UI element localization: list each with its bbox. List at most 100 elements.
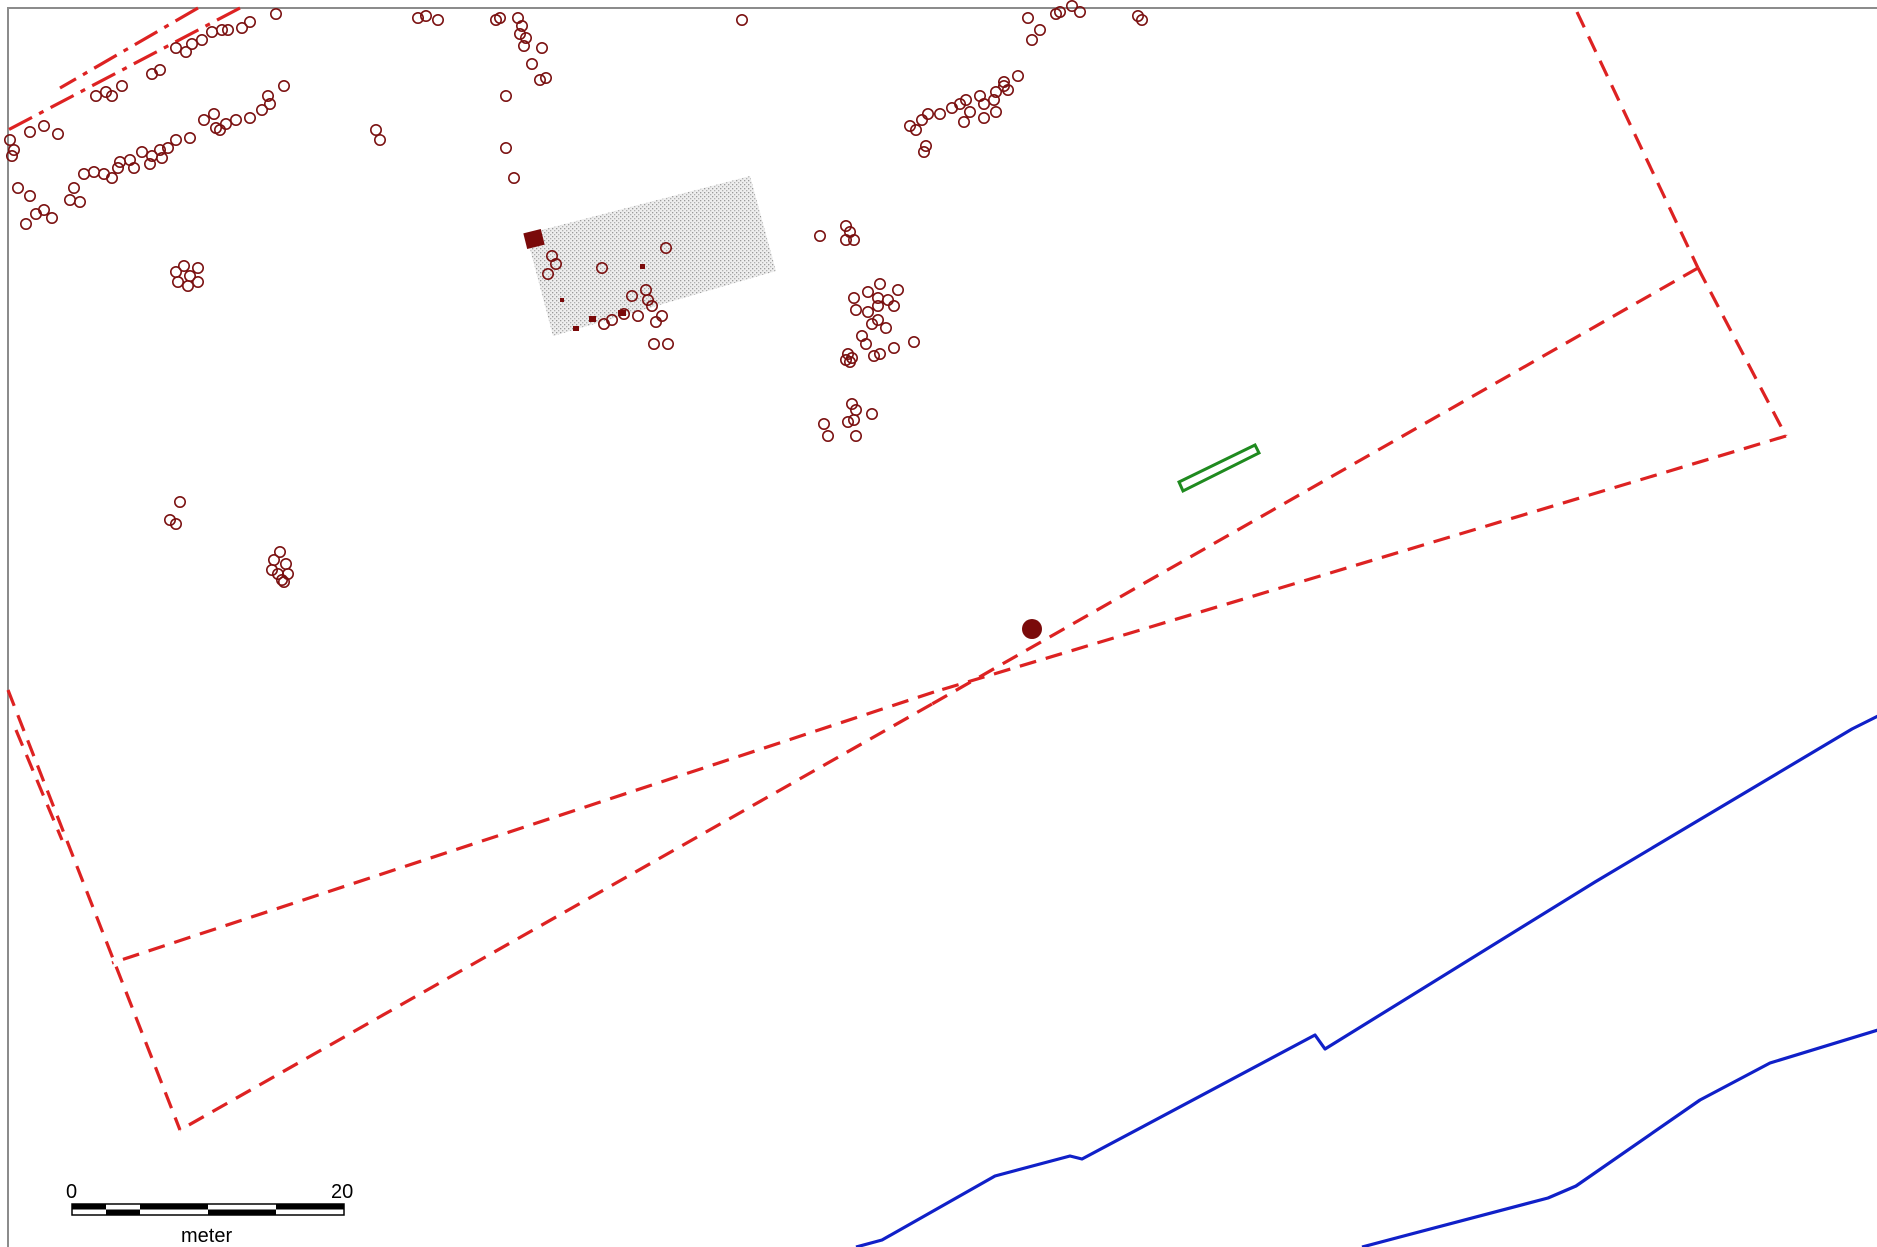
posthole [196, 33, 209, 46]
posthole [1132, 10, 1145, 22]
posthole [128, 162, 141, 175]
posthole [78, 168, 91, 181]
scale-unit-label: meter [181, 1225, 232, 1247]
posthole [963, 106, 976, 119]
posthole [51, 128, 64, 141]
boundary-wedge-long-b [179, 702, 933, 1132]
posthole [865, 317, 878, 330]
posthole [170, 517, 183, 530]
posthole [735, 14, 748, 26]
posthole [244, 112, 257, 125]
posthole [263, 98, 276, 111]
posthole [174, 495, 187, 508]
posthole [184, 132, 197, 145]
posthole [813, 230, 826, 243]
scale-segment [106, 1209, 140, 1215]
posthole [845, 351, 858, 364]
posthole [162, 142, 175, 155]
posthole [19, 218, 32, 231]
posthole [493, 12, 506, 24]
scale-segment [276, 1204, 344, 1210]
posthole [114, 156, 127, 169]
posthole [881, 293, 894, 306]
posthole [208, 108, 221, 121]
posthole [977, 112, 990, 125]
posthole [841, 347, 854, 360]
posthole [186, 37, 199, 50]
posthole [859, 337, 872, 350]
feature-block [640, 264, 645, 269]
posthole [641, 293, 654, 306]
posthole [74, 196, 87, 209]
old-boundary-line-2 [59, 6, 199, 90]
posthole [68, 182, 81, 195]
posthole [887, 341, 900, 354]
posthole [8, 144, 20, 157]
posthole [279, 557, 292, 570]
posthole [997, 80, 1010, 93]
posthole [903, 120, 916, 133]
boundary-edge-east [1575, 11, 1700, 269]
scale-segment [208, 1209, 276, 1215]
posthole [144, 158, 157, 171]
posthole [933, 108, 946, 121]
boundary-wedge-long-a [111, 690, 935, 965]
posthole [88, 166, 101, 179]
posthole [525, 57, 538, 70]
survey-boundary [6, 11, 1788, 1132]
posthole [112, 162, 125, 175]
posthole [273, 545, 286, 558]
scale-segment [140, 1204, 208, 1210]
posthole [517, 39, 530, 52]
posthole [631, 309, 644, 322]
old-boundary-line [7, 6, 241, 132]
posthole [136, 146, 149, 159]
posthole [214, 124, 227, 137]
river-bank-south [1361, 1028, 1877, 1247]
posthole [170, 134, 183, 147]
posthole [261, 90, 274, 103]
posthole [23, 190, 36, 203]
posthole [907, 335, 920, 348]
scale-end-label: 20 [331, 1181, 353, 1203]
posthole [156, 152, 169, 165]
boundary-edge-east-2 [1696, 267, 1788, 437]
posthole [222, 23, 235, 36]
posthole [915, 114, 928, 127]
posthole [533, 74, 546, 87]
posthole [106, 172, 119, 185]
posthole [116, 80, 129, 93]
posthole [1074, 6, 1087, 18]
posthole [847, 234, 860, 247]
posthole [519, 31, 532, 44]
posthole [847, 413, 860, 426]
posthole [649, 315, 662, 328]
posthole [499, 142, 512, 155]
posthole [977, 98, 990, 111]
posthole [541, 267, 554, 280]
find-spot [1022, 619, 1042, 639]
excavation-features [523, 229, 645, 331]
posthole [841, 415, 854, 428]
posthole [871, 299, 884, 312]
feature-block [523, 229, 545, 249]
posthole [839, 234, 852, 247]
posthole [373, 134, 386, 147]
posthole [198, 114, 211, 127]
posthole [236, 21, 249, 34]
posthole [64, 194, 77, 207]
posthole [255, 104, 268, 117]
posthole [369, 124, 382, 137]
posthole [216, 23, 229, 36]
posthole [661, 337, 674, 350]
posthole [507, 172, 520, 185]
posthole [178, 259, 191, 272]
posthole [873, 347, 886, 360]
river [855, 714, 1877, 1247]
old-boundary [7, 6, 241, 132]
posthole [549, 257, 562, 270]
posthole [1001, 84, 1014, 97]
posthole [277, 575, 290, 588]
posthole [277, 80, 290, 93]
posthole [865, 407, 878, 420]
